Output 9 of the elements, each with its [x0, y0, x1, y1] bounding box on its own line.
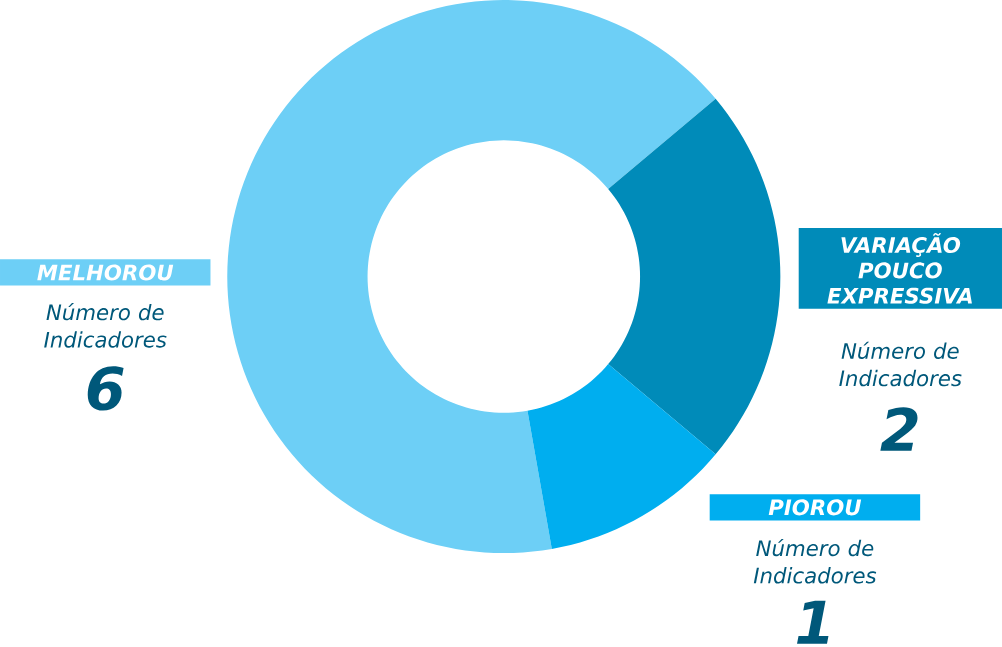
slice-label: VARIAÇÃO POUCO EXPRESSIVA: [827, 233, 972, 304]
data-label: 1: [797, 600, 829, 644]
text: Número de Indicadores: [753, 538, 877, 584]
text: Número de Indicadores: [839, 341, 962, 387]
text: Número de Indicadores: [44, 303, 167, 348]
data-label: 6: [87, 366, 124, 411]
slice-label: MELHOROU: [37, 264, 174, 281]
slice-label: PIOROU: [768, 499, 862, 516]
data-label: 2: [880, 407, 918, 451]
